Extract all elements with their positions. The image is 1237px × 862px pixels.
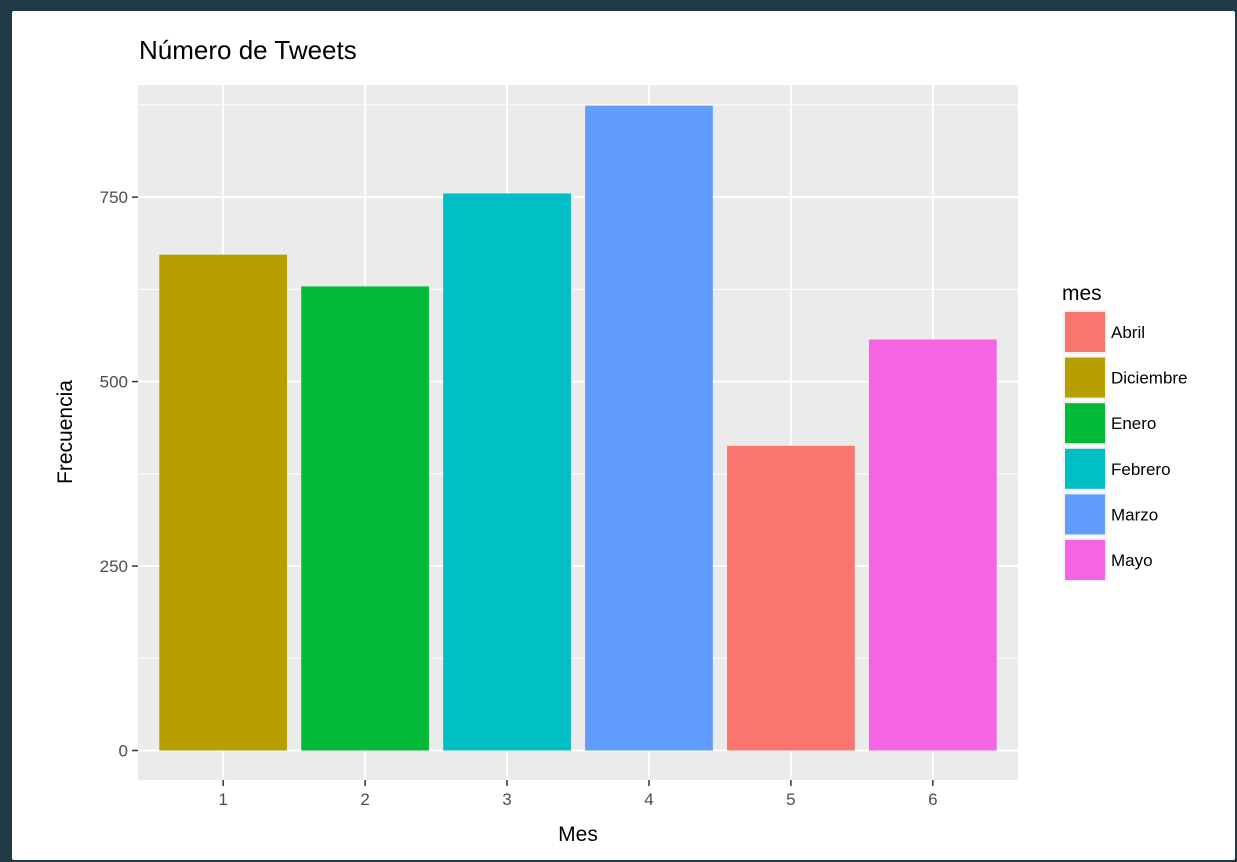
y-tick-label: 750 xyxy=(100,188,128,207)
chart-frame: Número de Tweets 0 250 500 750 1 2 3 4 5 6 Mes Fr… xyxy=(12,11,1235,860)
bar-enero xyxy=(301,286,429,751)
bar-abril xyxy=(727,445,855,751)
legend-swatch-febrero xyxy=(1065,448,1105,489)
y-axis-title: Frecuencia xyxy=(54,380,77,484)
x-axis-title: Mes xyxy=(558,823,598,846)
chart-svg: Número de Tweets 0 250 500 750 1 2 3 4 5 6 Mes Fr… xyxy=(54,35,1188,846)
x-tick-label: 3 xyxy=(502,790,511,809)
legend-swatch-diciembre xyxy=(1065,357,1105,398)
axis-ticks: 0 250 500 750 1 2 3 4 5 6 xyxy=(100,188,938,809)
bar-diciembre xyxy=(159,254,288,751)
legend-title: mes xyxy=(1062,282,1102,305)
legend-label-marzo: Marzo xyxy=(1111,505,1158,524)
x-tick-label: 5 xyxy=(786,790,795,809)
y-tick-label: 250 xyxy=(100,557,128,576)
y-tick-label: 0 xyxy=(119,741,128,760)
legend-swatch-mayo xyxy=(1065,540,1105,580)
bar-marzo xyxy=(585,105,713,751)
legend-swatch-enero xyxy=(1065,403,1105,444)
y-tick-label: 500 xyxy=(100,373,128,392)
bar-mayo xyxy=(868,339,997,751)
x-tick-label: 6 xyxy=(928,790,937,809)
legend-label-abril: Abril xyxy=(1111,323,1145,342)
legend-swatch-marzo xyxy=(1065,494,1105,535)
legend-label-diciembre: Diciembre xyxy=(1111,369,1188,388)
legend: Abril Diciembre Enero Febrero Marzo Mayo xyxy=(1063,310,1188,582)
chart-title: Número de Tweets xyxy=(139,35,357,65)
legend-label-enero: Enero xyxy=(1111,414,1156,433)
bar-febrero xyxy=(443,193,571,751)
legend-swatch-abril xyxy=(1065,312,1105,352)
x-tick-label: 4 xyxy=(644,790,653,809)
x-tick-label: 1 xyxy=(218,790,227,809)
x-tick-label: 2 xyxy=(360,790,369,809)
legend-label-febrero: Febrero xyxy=(1111,460,1171,479)
bars xyxy=(159,105,997,751)
legend-label-mayo: Mayo xyxy=(1111,551,1153,570)
